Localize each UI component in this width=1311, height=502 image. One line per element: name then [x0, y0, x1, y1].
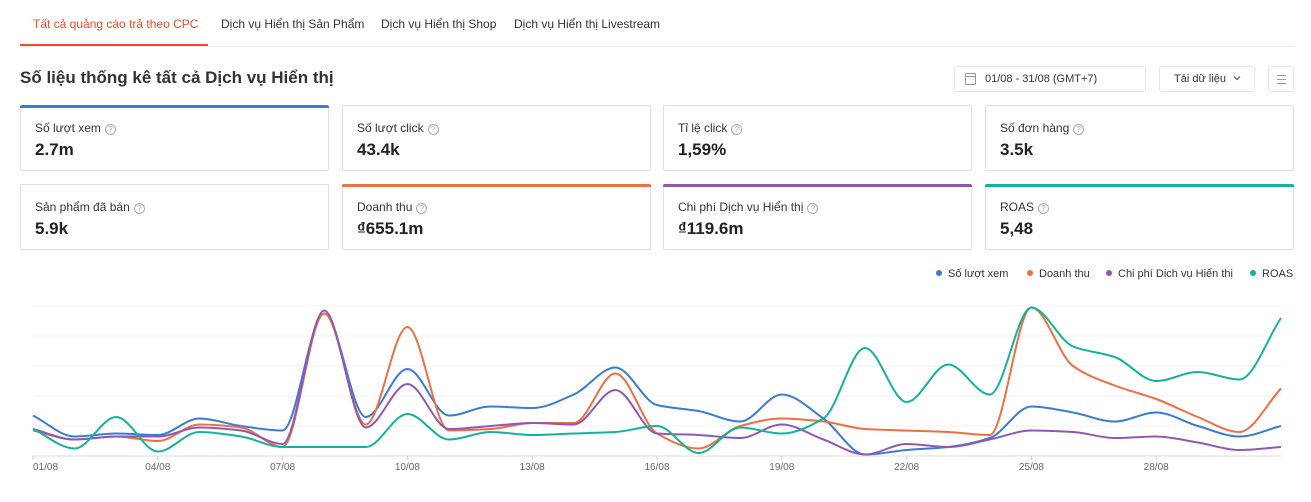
metric-value: 43.4k — [357, 140, 400, 159]
x-tick-label: 19/08 — [769, 462, 794, 473]
metric-card-accent — [20, 105, 329, 108]
series-line-ad-cost[interactable] — [32, 309, 1282, 456]
legend-dot — [936, 270, 942, 276]
metric-card-roas[interactable]: ROAS? 5,48 — [985, 184, 1294, 250]
metric-label: Số lượt xem — [35, 121, 101, 135]
metric-card-accent — [663, 184, 972, 187]
metric-card-ctr[interactable]: Tỉ lệ click? 1,59% — [663, 105, 972, 171]
metric-label: Số lượt click — [357, 121, 424, 135]
date-range-value: 01/08 - 31/08 (GMT+7) — [985, 73, 1098, 85]
list-menu-button[interactable] — [1268, 66, 1294, 92]
legend-dot — [1027, 270, 1033, 276]
download-data-button[interactable]: Tải dữ liệu — [1159, 66, 1255, 92]
metric-value: 2.7m — [35, 140, 74, 159]
x-tick-label: 07/08 — [270, 462, 295, 473]
legend-item-views[interactable]: Số lượt xem — [936, 268, 1008, 280]
x-tick-label: 22/08 — [894, 462, 919, 473]
metric-label: Doanh thu — [357, 200, 413, 214]
metric-value: 5.9k — [35, 219, 69, 238]
help-icon[interactable]: ? — [104, 124, 116, 135]
legend-label: Chi phí Dịch vụ Hiển thị — [1118, 268, 1233, 280]
metric-card-ad-cost[interactable]: Chi phí Dịch vụ Hiển thị? ₫119.6m — [663, 184, 972, 250]
metric-value: 1,59% — [678, 140, 727, 159]
series-line-revenue[interactable] — [32, 306, 1282, 450]
legend-label: Số lượt xem — [948, 268, 1009, 280]
legend-item-revenue[interactable]: Doanh thu — [1027, 268, 1090, 280]
metric-label: Số đơn hàng — [1000, 121, 1070, 135]
metric-value: ₫119.6m — [678, 219, 744, 238]
x-tick-label: 28/08 — [1144, 462, 1169, 473]
metric-card-revenue[interactable]: Doanh thu? ₫655.1m — [342, 184, 651, 250]
legend-item-roas[interactable]: ROAS — [1250, 268, 1293, 280]
metric-card-items-sold[interactable]: Sản phẩm đã bán? 5.9k — [20, 184, 329, 250]
metric-card-views[interactable]: Số lượt xem? 2.7m — [20, 105, 329, 171]
metric-value: 5,48 — [1000, 219, 1034, 238]
x-tick-label: 16/08 — [644, 462, 669, 473]
help-icon[interactable]: ? — [731, 124, 743, 135]
tab-livestream-display[interactable]: Dịch vụ Hiển thị Livestream — [514, 17, 661, 31]
series-line-views[interactable] — [32, 312, 1282, 456]
help-icon[interactable]: ? — [427, 124, 439, 135]
legend-label: Doanh thu — [1039, 268, 1090, 280]
metric-card-accent — [342, 184, 651, 187]
metric-value: 3.5k — [1000, 140, 1034, 159]
tab-product-display[interactable]: Dịch vụ Hiển thị Sản Phẩm — [221, 17, 365, 31]
help-icon[interactable]: ? — [416, 203, 428, 214]
tab-bar: Tất cả quảng cáo trả theo CPC Dịch vụ Hi… — [20, 0, 1295, 47]
section-title: Số liệu thống kê tất cả Dịch vụ Hiển thị — [20, 68, 334, 87]
performance-line-chart[interactable]: 01/08 04/08 07/08 10/08 13/08 16/08 19/08 22/08… — [0, 290, 1311, 490]
legend-item-ad-cost[interactable]: Chi phí Dịch vụ Hiển thị — [1106, 268, 1233, 280]
metric-value: ₫655.1m — [357, 219, 424, 238]
metric-label: ROAS — [1000, 200, 1035, 214]
x-tick-label: 13/08 — [520, 462, 545, 473]
x-tick-label: 10/08 — [395, 462, 420, 473]
download-data-label: Tải dữ liệu — [1174, 73, 1226, 85]
date-range-picker[interactable]: 01/08 - 31/08 (GMT+7) — [954, 66, 1146, 92]
metric-card-orders[interactable]: Số đơn hàng? 3.5k — [985, 105, 1294, 171]
metric-label: Tỉ lệ click — [678, 121, 728, 135]
legend-dot — [1106, 270, 1112, 276]
metric-card-clicks[interactable]: Số lượt click? 43.4k — [342, 105, 651, 171]
help-icon[interactable]: ? — [1073, 124, 1085, 135]
legend-dot — [1250, 270, 1256, 276]
x-tick-label: 01/08 — [33, 462, 58, 473]
tab-shop-display[interactable]: Dịch vụ Hiển thị Shop — [381, 17, 497, 31]
x-tick-label: 04/08 — [145, 462, 170, 473]
series-line-roas[interactable] — [32, 306, 1282, 454]
metric-label: Sản phẩm đã bán — [35, 200, 130, 214]
help-icon[interactable]: ? — [807, 203, 819, 214]
metric-label: Chi phí Dịch vụ Hiển thị — [678, 200, 804, 214]
calendar-icon — [965, 73, 976, 85]
legend-label: ROAS — [1262, 268, 1294, 280]
help-icon[interactable]: ? — [133, 203, 145, 214]
tab-all-cpc-ads[interactable]: Tất cả quảng cáo trả theo CPC — [33, 17, 199, 31]
chevron-down-icon — [1233, 76, 1241, 81]
x-tick-label: 25/08 — [1019, 462, 1044, 473]
help-icon[interactable]: ? — [1038, 203, 1050, 214]
metric-card-accent — [985, 184, 1294, 187]
active-tab-indicator — [20, 44, 208, 46]
